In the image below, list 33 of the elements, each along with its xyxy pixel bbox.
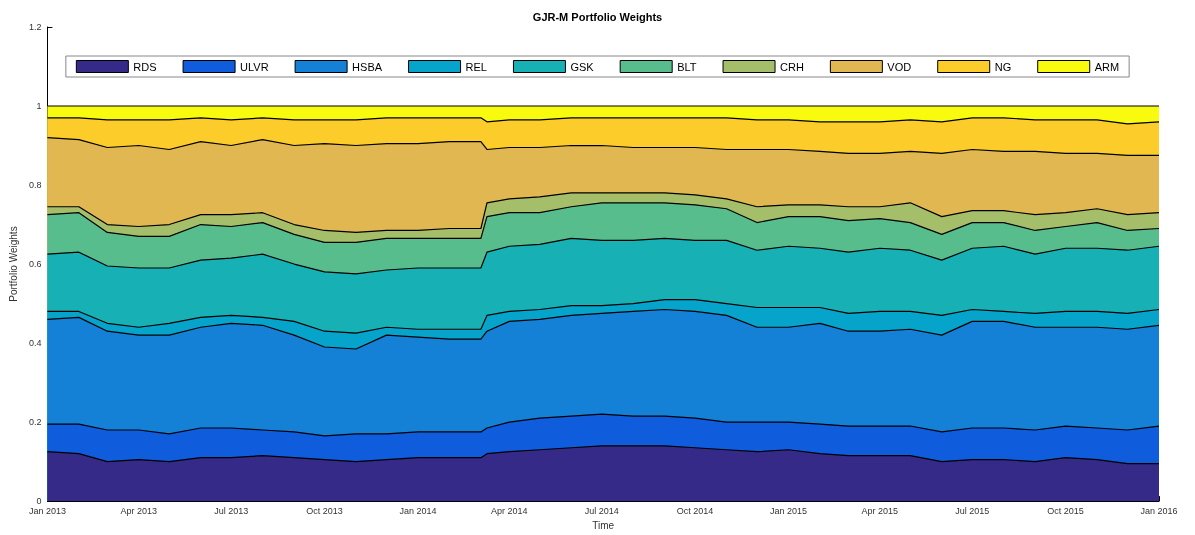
y-tick-label: 0.4 [28, 338, 42, 349]
y-tick-label: 0.6 [28, 259, 42, 270]
legend-label: GSK [570, 60, 595, 73]
x-tick-label: Jul 2013 [214, 505, 249, 516]
legend-label: ARM [1094, 60, 1120, 73]
legend-label: CRH [780, 60, 804, 73]
x-tick-label: Oct 2014 [676, 505, 714, 516]
legend-label: RDS [133, 60, 157, 73]
legend-label: VOD [887, 60, 912, 73]
y-tick-label: 0.8 [28, 180, 42, 191]
x-tick-label: Oct 2013 [306, 505, 343, 516]
x-tick-label: Apr 2015 [861, 505, 899, 516]
y-tick-label: 0 [36, 496, 42, 507]
x-tick-label: Apr 2013 [120, 505, 158, 516]
x-tick-label: Jan 2015 [769, 505, 807, 516]
legend-label: HSBA [352, 60, 383, 73]
legend-label: BLT [677, 60, 697, 73]
x-axis-title: Time [592, 519, 615, 531]
x-tick-label: Jan 2014 [399, 505, 437, 516]
legend-label: NG [994, 60, 1012, 73]
y-tick-label: 1.2 [28, 22, 42, 32]
x-tick-label: Oct 2015 [1047, 505, 1084, 516]
x-tick-label: Jul 2015 [955, 505, 990, 516]
y-axis-title: Portfolio Weights [7, 226, 19, 302]
legend-label: ULVR [240, 60, 269, 73]
x-tick-label: Jan 2013 [28, 505, 66, 516]
legend-label: REL [465, 60, 487, 73]
x-tick-label: Jul 2014 [584, 505, 619, 516]
x-tick-label: Apr 2014 [491, 505, 528, 516]
y-tick-label: 0.2 [28, 417, 42, 428]
chart-title: GJR-M Portfolio Weights [532, 10, 663, 23]
x-tick-label: Jan 2016 [1140, 505, 1178, 516]
y-tick-label: 1 [36, 101, 42, 112]
